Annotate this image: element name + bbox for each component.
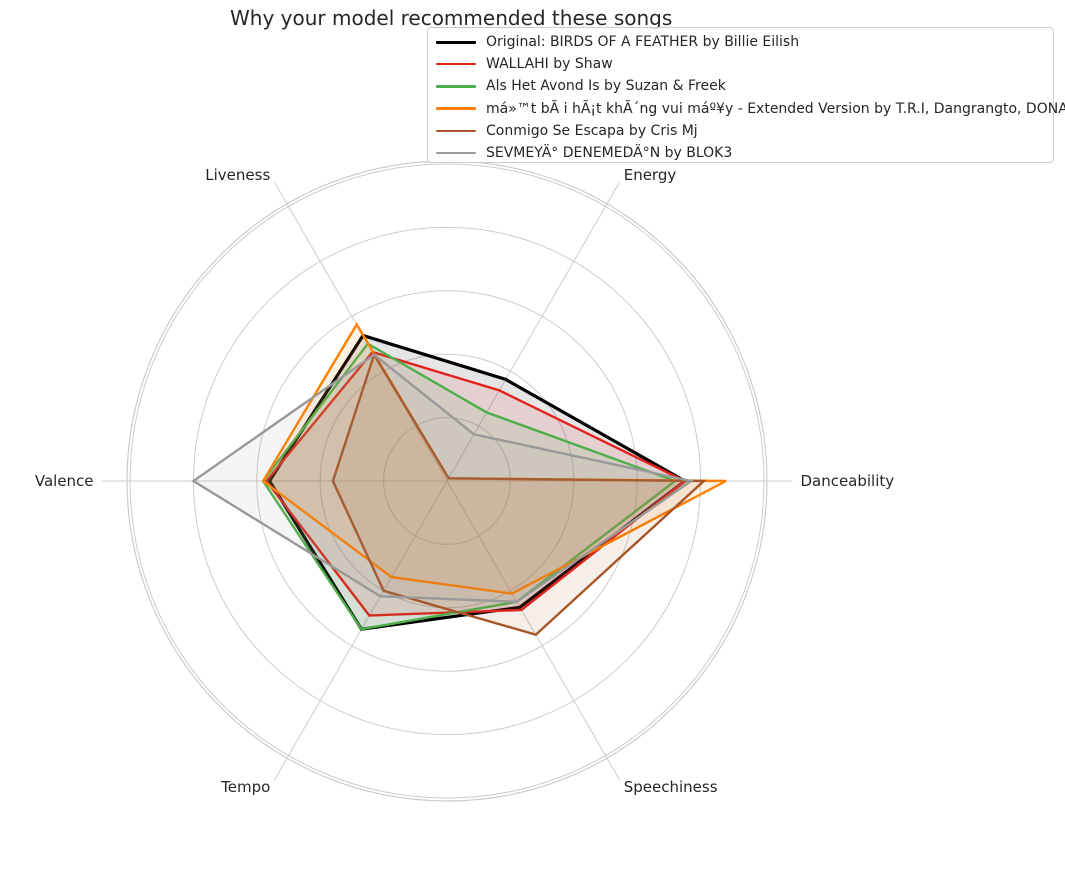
axis-label-liveness: Liveness bbox=[205, 166, 270, 184]
legend-item: Conmigo Se Escapa by Cris Mj bbox=[436, 120, 1045, 142]
axis-label-tempo: Tempo bbox=[220, 778, 270, 796]
legend-item: Original: BIRDS OF A FEATHER by Billie E… bbox=[436, 31, 1045, 53]
legend: Original: BIRDS OF A FEATHER by Billie E… bbox=[427, 27, 1065, 164]
legend-label: WALLAHI by Shaw bbox=[486, 56, 613, 73]
axis-label-danceability: Danceability bbox=[800, 472, 894, 490]
legend-label: Als Het Avond Is by Suzan & Freek bbox=[486, 78, 726, 95]
legend-item: Als Het Avond Is by Suzan & Freek bbox=[436, 75, 1045, 97]
series-6-polygon bbox=[191, 353, 695, 604]
legend-swatch bbox=[436, 107, 476, 110]
legend-label: Conmigo Se Escapa by Cris Mj bbox=[486, 122, 698, 139]
axis-label-speechiness: Speechiness bbox=[624, 778, 718, 796]
legend-swatch bbox=[436, 63, 476, 66]
legend-swatch bbox=[436, 151, 476, 155]
axis-label-energy: Energy bbox=[624, 166, 677, 184]
chart-title: Why your model recommended these songs bbox=[230, 6, 673, 30]
legend-label: SEVMEYÄ° DENEMEDÄ°N by BLOK3 bbox=[486, 145, 733, 162]
legend-item: SEVMEYÄ° DENEMEDÄ°N by BLOK3 bbox=[436, 142, 1045, 164]
axis-spoke-speechiness bbox=[446, 480, 621, 781]
series-2-polygon bbox=[264, 350, 688, 617]
axis-label-valence: Valence bbox=[35, 472, 94, 490]
legend-swatch bbox=[436, 85, 476, 88]
series-1-polygon bbox=[267, 333, 688, 631]
legend-label: má»™t bÃ i hÃ¡t khÃ´ng vui máº¥y - Exten… bbox=[486, 100, 1065, 117]
legend-swatch bbox=[436, 129, 476, 133]
legend-item: má»™t bÃ i hÃ¡t khÃ´ng vui máº¥y - Exten… bbox=[436, 98, 1065, 120]
axis-spoke-energy bbox=[446, 181, 621, 482]
legend-swatch bbox=[436, 40, 476, 44]
series-5-polygon bbox=[331, 351, 707, 637]
legend-item: WALLAHI by Shaw bbox=[436, 53, 1045, 75]
legend-label: Original: BIRDS OF A FEATHER by Billie E… bbox=[486, 34, 800, 51]
